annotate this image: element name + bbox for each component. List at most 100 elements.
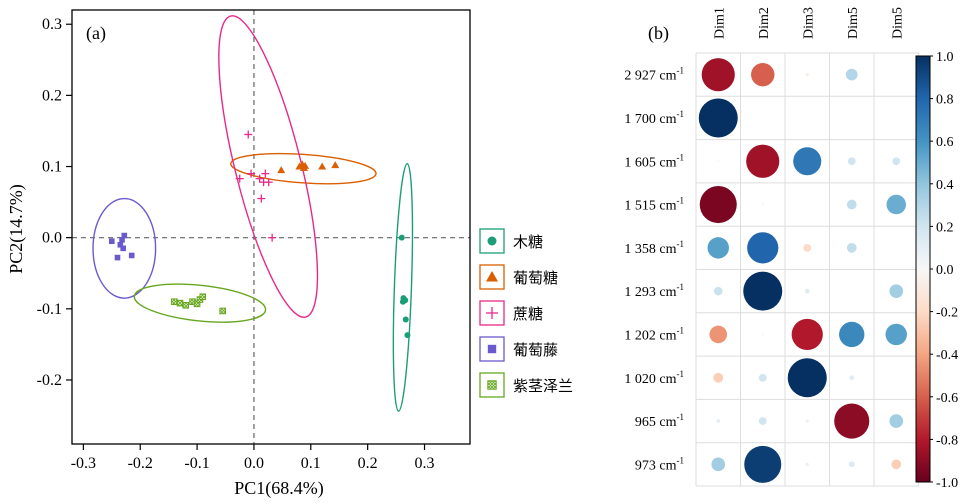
row-label: 2 927 cm-1 [624, 66, 684, 84]
data-point [128, 252, 135, 259]
row-label-unit-exponent: -1 [677, 66, 685, 76]
row-label: 1 515 cm-1 [624, 196, 684, 214]
colorbar: 1.0 0.8 0.6 0.4 0.2 0.0 -0.2 -0.4 -0.6 -0.8 -1.0 [915, 50, 958, 491]
correlation-circle [761, 203, 764, 206]
correlation-circle [709, 325, 728, 344]
correlation-circle [805, 73, 809, 77]
confidence-ellipse [133, 283, 267, 323]
data-point [257, 194, 266, 203]
row-label: 1 605 cm-1 [624, 152, 684, 170]
data-point [117, 241, 124, 248]
colorbar-tick-label: -0.6 [936, 391, 958, 406]
correlation-circle [758, 373, 767, 382]
correlation-circle [761, 333, 764, 336]
row-label-unit-exponent: -1 [677, 152, 685, 162]
correlation-circle [751, 62, 775, 87]
legend-marker [487, 344, 497, 354]
correlation-circle [711, 457, 726, 472]
x-tick-label: 0.0 [244, 455, 264, 472]
row-label-unit-exponent: -1 [677, 239, 685, 249]
correlation-circle [834, 403, 870, 439]
data-point [318, 162, 327, 170]
row-label: 1 202 cm-1 [624, 325, 684, 343]
correlation-circle [891, 459, 902, 470]
data-point [244, 130, 253, 139]
row-label: 973 cm-1 [635, 455, 684, 473]
data-point [255, 174, 264, 183]
plot-frame [71, 9, 471, 445]
row-label-unit-exponent: -1 [677, 455, 685, 465]
y-tick-label: -0.2 [37, 372, 62, 389]
data-point [404, 332, 411, 339]
confidence-ellipse [92, 197, 157, 299]
data-point [219, 307, 226, 315]
y-tick-label: 0.1 [42, 159, 62, 176]
legend-marker [486, 307, 498, 319]
x-tick-label: 0.2 [358, 455, 378, 472]
data-point [119, 237, 125, 243]
row-label-unit-exponent: -1 [677, 282, 685, 292]
legend-marker [486, 271, 498, 282]
data-point [176, 299, 184, 307]
data-point [261, 169, 270, 178]
correlation-circle [698, 98, 738, 138]
correlation-circle [849, 375, 855, 381]
data-point [398, 234, 405, 241]
correlation-circle [747, 232, 779, 264]
correlation-circle [885, 323, 907, 346]
legend-label: 木糖 [513, 233, 543, 251]
row-label-unit-exponent: -1 [677, 325, 685, 335]
correlation-circle [699, 186, 737, 224]
colorbar-tick-label: 0.8 [936, 93, 954, 108]
data-point [268, 233, 277, 242]
data-point [121, 232, 128, 239]
row-label-text: 1 202 cm [624, 328, 676, 343]
column-label: Dim2 [757, 7, 772, 39]
confidence-ellipse [218, 15, 319, 318]
correlation-circle [846, 199, 857, 210]
legend-label: 葡萄藤 [513, 341, 558, 359]
row-label-text: 1 020 cm [624, 372, 676, 387]
correlation-circle [716, 419, 721, 423]
column-label: Dim3 [801, 7, 816, 39]
correlation-circle [707, 237, 729, 259]
colorbar-tick-label: -0.8 [936, 433, 958, 448]
legend-label: 蔗糖 [513, 305, 543, 323]
row-label-text: 1 515 cm [624, 199, 676, 214]
column-label: Dim1 [712, 7, 727, 39]
row-label: 1 293 cm-1 [624, 282, 684, 300]
colorbar-gradient [915, 55, 931, 483]
colorbar-tick-label: -0.4 [936, 348, 958, 363]
correlation-circle [804, 288, 810, 294]
panel-b-label: (b) [648, 23, 669, 44]
correlation-circle [717, 160, 720, 163]
colorbar-tick-label: 1.0 [936, 50, 954, 65]
data-point [109, 238, 115, 245]
correlation-circle [848, 461, 855, 468]
y-tick-label: 0.3 [42, 16, 62, 33]
colorbar-tick-label: 0.4 [936, 178, 954, 193]
correlation-circle [805, 462, 809, 466]
data-point [199, 293, 207, 301]
correlation-circle [803, 243, 812, 252]
data-point [114, 254, 121, 261]
legend-label: 葡萄糖 [513, 269, 558, 287]
data-point [171, 298, 178, 306]
row-label-text: 973 cm [635, 458, 677, 473]
colorbar-tick-label: 0.0 [936, 263, 954, 278]
data-point [402, 316, 409, 323]
row-label-text: 1 605 cm [624, 155, 676, 170]
correlation-circle [743, 271, 783, 311]
y-tick-label: -0.1 [37, 301, 62, 318]
confidence-ellipse [230, 152, 377, 185]
data-point [120, 245, 126, 252]
data-point [182, 301, 190, 309]
colorbar-tick-label: -0.2 [936, 306, 958, 321]
column-label: Dim5 [890, 7, 905, 39]
row-label: 1 358 cm-1 [624, 239, 684, 257]
data-point [247, 169, 256, 178]
colorbar-tick-label: -1.0 [936, 476, 958, 491]
y-tick-label: 0.0 [42, 230, 62, 247]
